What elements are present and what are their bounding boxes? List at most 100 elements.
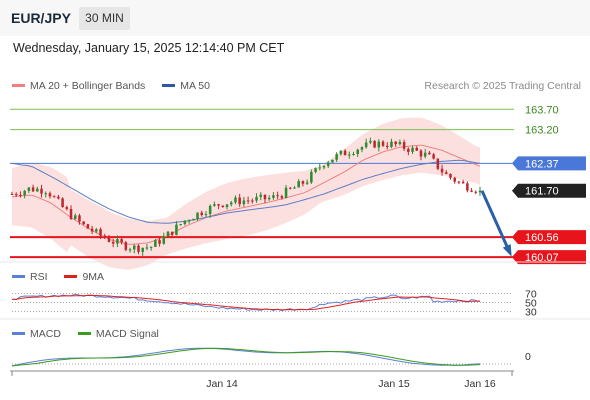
interval-button[interactable]: 30 MIN	[79, 7, 130, 30]
price-tag-label: 163.20	[525, 125, 559, 137]
candle-body	[352, 153, 355, 155]
candle-body	[103, 235, 107, 239]
legend-swatch-rsi	[12, 274, 25, 278]
candle-body	[225, 204, 229, 208]
price-tag-label: 163.70	[525, 104, 559, 116]
candle-body	[369, 140, 372, 143]
candle	[326, 160, 330, 169]
candle-body	[31, 187, 35, 192]
candle	[284, 185, 288, 199]
candle	[466, 181, 469, 193]
legend-item-ma50: MA 50	[162, 80, 210, 92]
candle	[36, 186, 39, 193]
candle	[179, 223, 182, 226]
candle-body	[52, 196, 56, 198]
candle-body	[57, 196, 60, 199]
candle-body	[183, 220, 187, 225]
legend-swatch-macd-signal	[77, 331, 91, 335]
legend-label-rsi: RSI	[30, 271, 48, 283]
candle	[27, 187, 31, 193]
candle	[348, 151, 351, 159]
rsi-legend: RSI 9MA	[12, 271, 118, 283]
price-tag-bg	[512, 183, 586, 198]
candle	[394, 141, 397, 148]
candle-body	[111, 241, 115, 244]
candle	[242, 196, 246, 207]
candle	[65, 205, 69, 211]
candle	[449, 173, 452, 180]
candle	[86, 223, 90, 229]
legend-item-9ma: 9MA	[64, 271, 104, 283]
candle	[289, 187, 292, 190]
main-legend: MA 20 + Bollinger Bands MA 50	[12, 80, 224, 92]
candle	[116, 235, 119, 248]
candle	[436, 158, 440, 171]
candle	[445, 170, 448, 175]
candle-body	[423, 152, 427, 157]
candle-body	[255, 196, 258, 201]
candle	[238, 193, 241, 207]
candle	[415, 146, 419, 151]
candle	[170, 231, 174, 238]
legend-label-macd: MACD	[30, 328, 61, 340]
price-tag-bg	[512, 156, 586, 171]
candle	[128, 247, 132, 253]
candle	[208, 204, 212, 218]
price-tag-label: 160.07	[525, 252, 559, 264]
candle	[369, 137, 372, 145]
candle-body	[82, 221, 85, 225]
macd-line	[11, 347, 481, 367]
candle	[377, 139, 381, 152]
ma20-line	[11, 144, 481, 245]
candle	[423, 148, 427, 159]
candle	[78, 213, 81, 225]
price-tags: 163.70 163.20 162.37 161.70 160.56 160.07	[512, 104, 586, 265]
candle	[293, 186, 296, 189]
candle	[390, 138, 393, 149]
bollinger-bands	[12, 117, 480, 270]
candle	[297, 179, 300, 188]
candle	[99, 227, 102, 240]
price-tag-label: 162.37	[525, 158, 559, 170]
candle-body	[242, 200, 246, 205]
candle	[69, 205, 73, 220]
price-tag-163.70: 163.70	[525, 104, 559, 116]
candle-body	[208, 205, 212, 215]
candle	[196, 212, 199, 221]
candle	[276, 191, 279, 200]
candle-body	[348, 154, 351, 156]
candle-body	[318, 167, 322, 169]
candle	[419, 149, 423, 161]
candle	[187, 219, 191, 224]
candle-body	[141, 247, 144, 252]
candle-body	[301, 181, 305, 184]
candle	[411, 145, 414, 155]
candle-body	[107, 238, 111, 242]
candle-body	[14, 194, 18, 196]
candle	[272, 192, 275, 200]
legend-swatch-9ma	[64, 274, 78, 278]
candle-body	[187, 220, 191, 222]
candle-body	[61, 198, 64, 208]
candle-body	[99, 229, 102, 236]
candle-body	[377, 141, 381, 148]
candle	[314, 167, 317, 174]
time-axis-label: Jan 16	[464, 378, 496, 390]
candle-body	[69, 209, 73, 219]
candle	[82, 221, 85, 226]
candle-body	[36, 188, 39, 192]
candle	[373, 140, 376, 149]
candle	[474, 190, 478, 195]
candle	[339, 150, 343, 156]
candle	[385, 142, 389, 150]
candle-body	[470, 190, 473, 192]
candle-body	[398, 141, 402, 145]
candles	[10, 137, 482, 256]
candle	[356, 148, 359, 157]
candle-body	[466, 183, 469, 191]
candle	[360, 146, 364, 153]
candle-body	[394, 141, 397, 145]
candle-body	[116, 239, 119, 244]
